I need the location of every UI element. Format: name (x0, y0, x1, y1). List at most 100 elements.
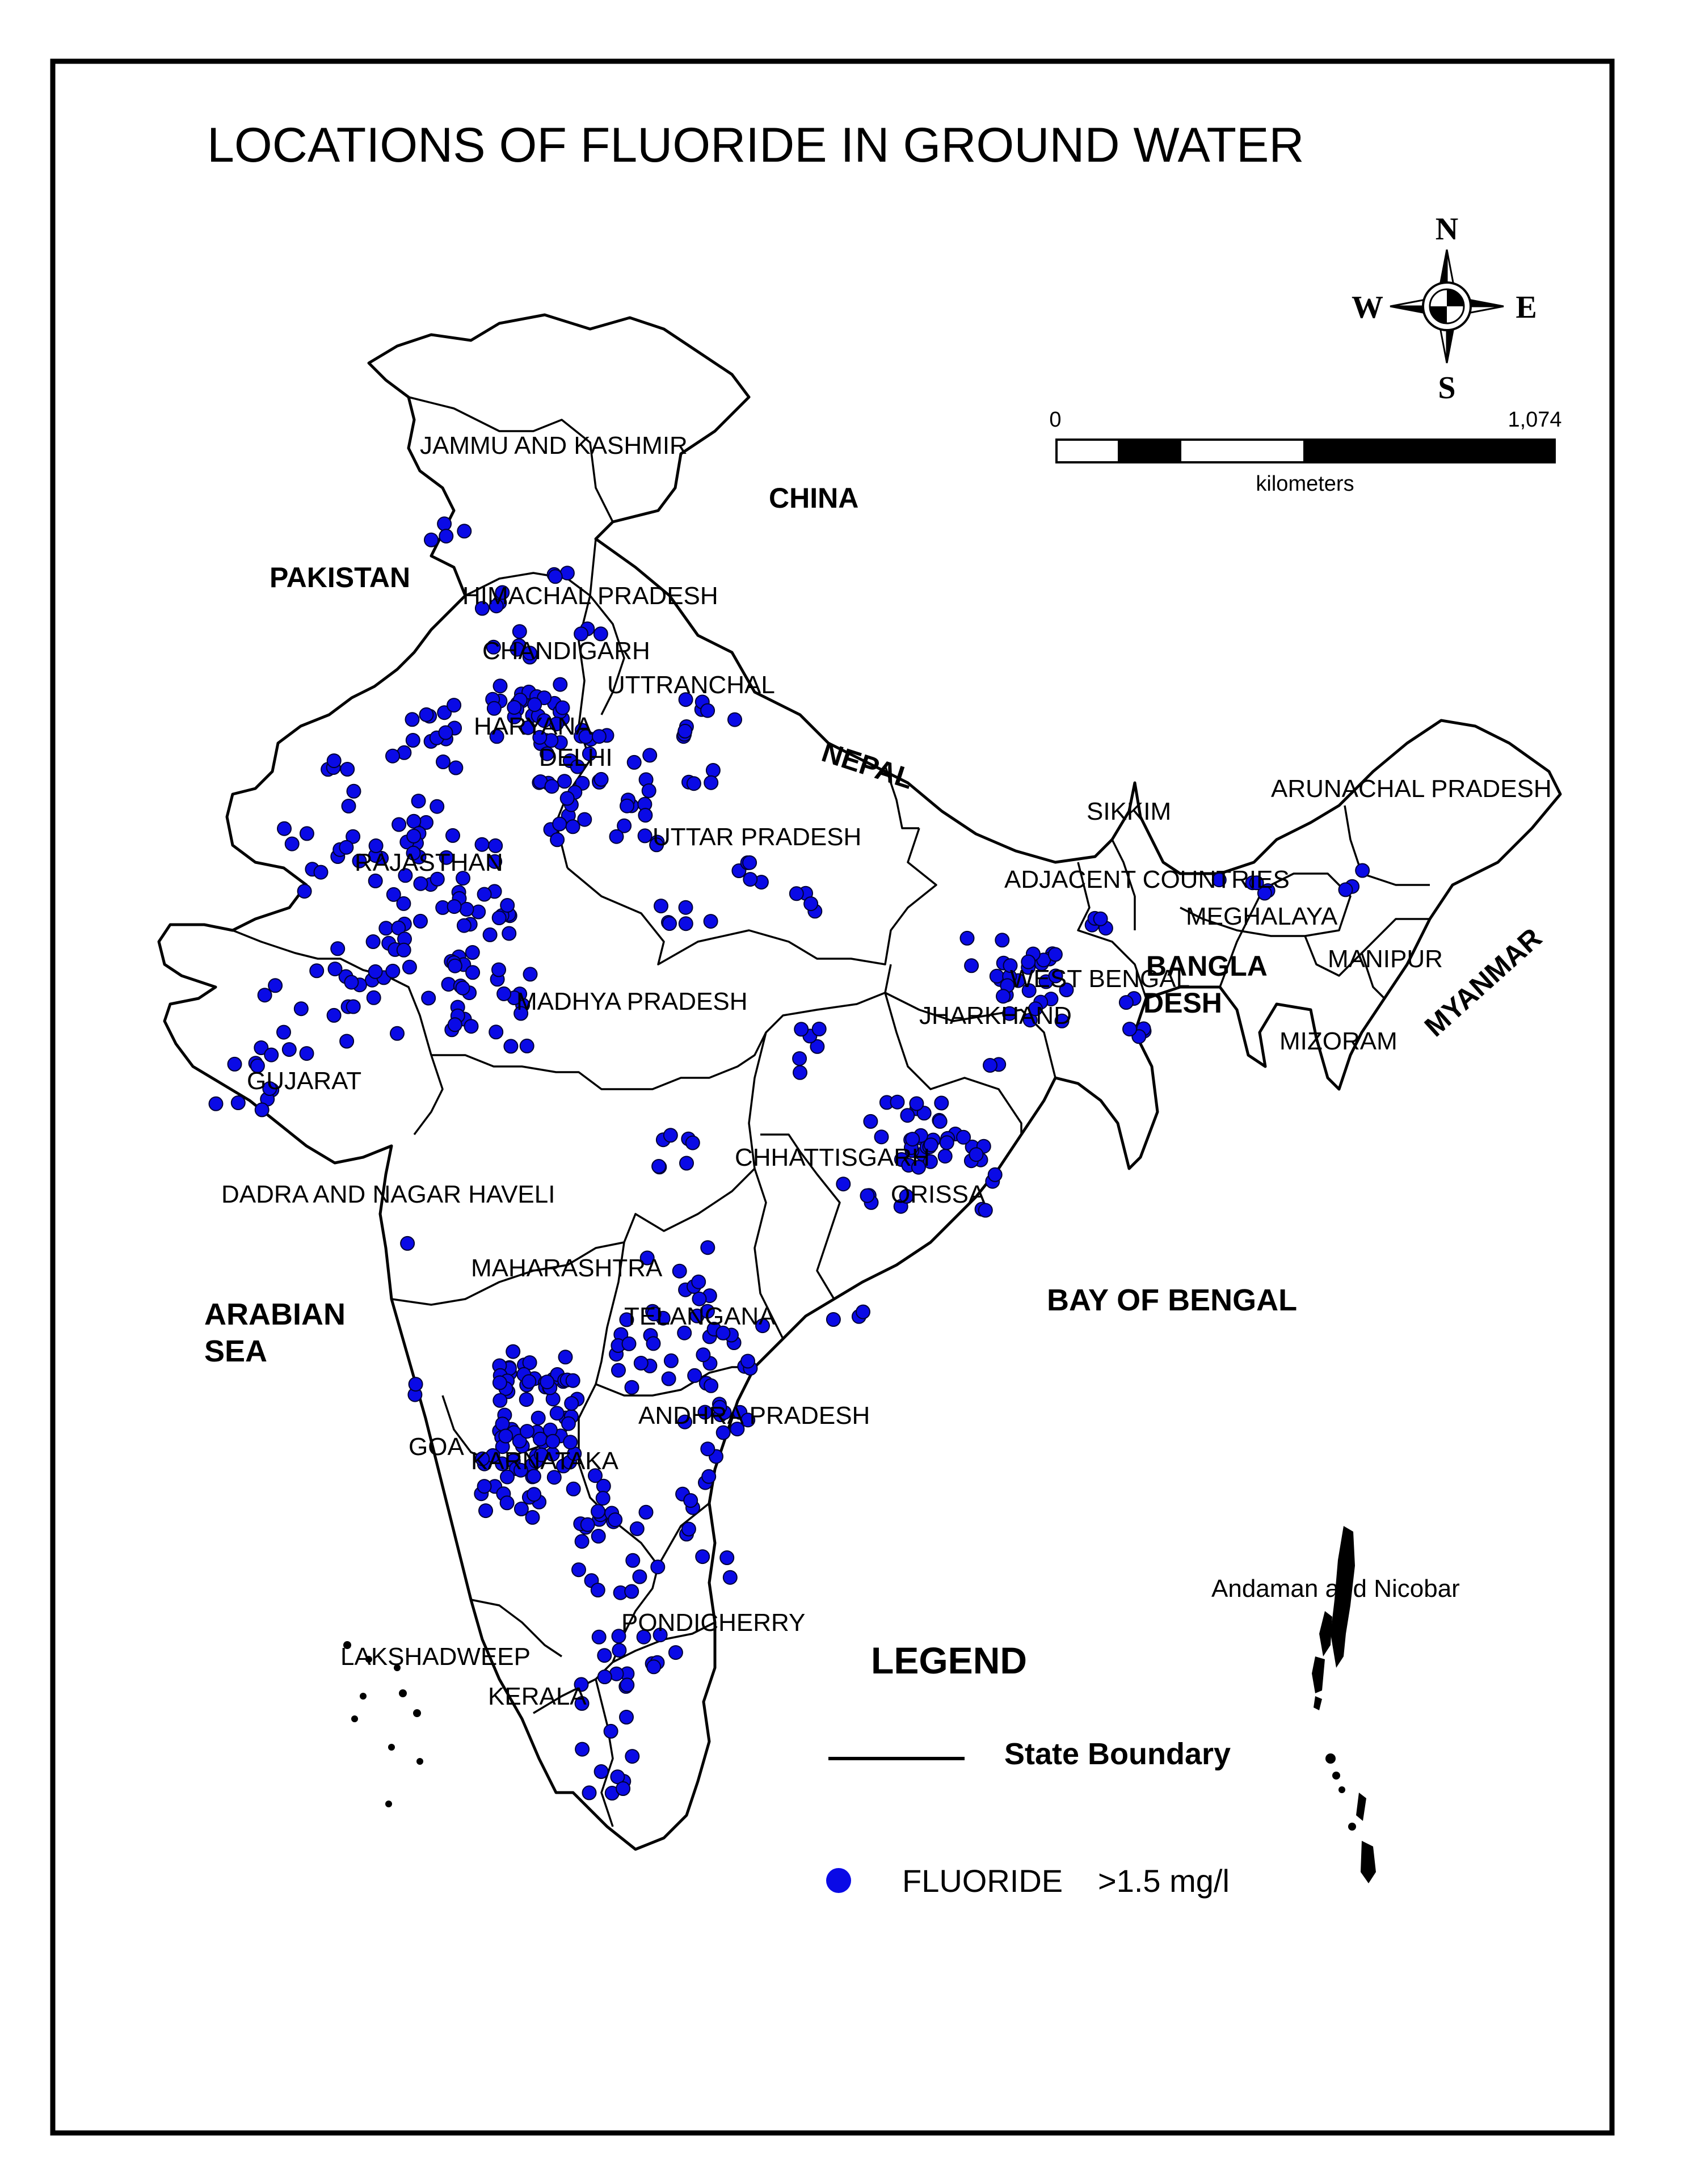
label-telangana: TELANGANA (624, 1302, 776, 1330)
fluoride-point (603, 1723, 618, 1739)
fluoride-point (487, 854, 503, 869)
fluoride-point (794, 1022, 809, 1037)
fluoride-point (563, 1435, 578, 1450)
fluoride-point (465, 965, 481, 980)
fluoride-point (574, 626, 589, 642)
fluoride-point (593, 771, 609, 787)
fluoride-point (1338, 882, 1353, 897)
fluoride-point (430, 799, 445, 814)
fluoride-point (969, 1147, 984, 1162)
label-mizoram: MIZORAM (1279, 1027, 1397, 1055)
fluoride-point (436, 754, 451, 769)
fluoride-point (715, 1425, 731, 1440)
fluoride-point (391, 920, 406, 935)
fluoride-point (597, 1669, 612, 1684)
fluoride-point (559, 791, 575, 806)
state-boundaries (232, 396, 1430, 1827)
fluoride-point (500, 898, 515, 913)
fluoride-point (700, 1441, 715, 1457)
fluoride-point (863, 1114, 878, 1129)
fluoride-point (663, 1353, 679, 1368)
fluoride-point (439, 850, 454, 865)
label-kerala: KERALA (488, 1683, 587, 1710)
fluoride-point (534, 1447, 549, 1462)
fluoride-point (1122, 1022, 1137, 1037)
label-uttar-pradesh: UTTAR PRADESH (653, 823, 861, 851)
fluoride-point (564, 1396, 579, 1411)
fluoride-point (574, 1696, 590, 1711)
fluoride-point (625, 1749, 640, 1764)
fluoride-point (939, 1135, 954, 1150)
fluoride-point (703, 914, 718, 929)
fluoride-point (489, 1024, 504, 1040)
fluoride-point (327, 962, 343, 977)
fluoride-point (792, 1051, 807, 1066)
label-andaman-nicobar: Andaman and Nicobar (1211, 1575, 1460, 1603)
fluoride-point (695, 1549, 710, 1565)
legend-boundary-label: State Boundary (1004, 1737, 1231, 1771)
fluoride-point (330, 941, 346, 956)
fluoride-point (406, 845, 421, 861)
fluoride-point (456, 918, 472, 933)
india-outline (157, 313, 1562, 1851)
fluoride-point (227, 1056, 242, 1072)
fluoride-point (537, 713, 552, 728)
fluoride-point (352, 853, 367, 868)
fluoride-point (715, 1325, 731, 1340)
fluoride-point (616, 1781, 631, 1796)
fluoride-point (430, 871, 445, 887)
fluoride-point (546, 1470, 562, 1485)
fluoride-point (555, 700, 570, 715)
label-himachal-pradesh: HIMACHAL PRADESH (462, 582, 718, 610)
fluoride-point (661, 1371, 676, 1386)
fluoride-point (540, 746, 555, 761)
fluoride-point (677, 1325, 692, 1340)
label-bangladesh-line2: DESH (1143, 987, 1222, 1019)
label-goa: GOA (409, 1433, 464, 1461)
fluoride-point (692, 1291, 707, 1306)
fluoride-point (513, 1462, 528, 1478)
fluoride-point (1054, 1013, 1070, 1028)
label-west-bengal: WEST BENGAL (1010, 965, 1190, 993)
fluoride-point (620, 798, 634, 813)
fluoride-point (386, 887, 401, 902)
fluoride-point (905, 1132, 920, 1147)
fluoride-point (649, 837, 664, 853)
label-pondicherry: PONDICHERRY (621, 1609, 805, 1637)
fluoride-point (611, 1629, 626, 1644)
fluoride-point (437, 705, 452, 720)
label-jharkhand: JHARKHAND (919, 1002, 1072, 1030)
fluoride-point (406, 813, 422, 829)
fluoride-point (937, 1149, 953, 1164)
fluoride-point (510, 642, 525, 657)
fluoride-point (700, 1304, 715, 1319)
fluoride-point (531, 1410, 546, 1426)
fluoride-point (1021, 983, 1037, 998)
fluoride-point (257, 988, 272, 1003)
fluoride-point (704, 775, 719, 790)
fluoride-point (677, 723, 693, 739)
fluoride-point (368, 873, 383, 888)
fluoride-point (495, 585, 510, 600)
fluoride-point (366, 990, 381, 1005)
fluoride-point (755, 1318, 770, 1334)
fluoride-point (856, 1304, 870, 1319)
fluoride-point (491, 962, 506, 977)
label-chhattisgarh: CHHATTISGARH (735, 1144, 930, 1171)
fluoride-point (646, 1306, 662, 1322)
fluoride-point (1059, 983, 1074, 997)
legend-fluoride-threshold: >1.5 mg/l (1098, 1863, 1230, 1899)
fluoride-point (540, 1375, 555, 1390)
label-jammu-kashmir: JAMMU AND KASHMIR (420, 432, 688, 459)
fluoride-point (575, 1742, 590, 1757)
fluoride-point (492, 1393, 508, 1408)
fluoride-point (523, 967, 538, 982)
fluoride-point (636, 1629, 651, 1645)
fluoride-point (995, 933, 1010, 948)
fluoride-point (705, 763, 721, 778)
label-lakshadweep: LAKSHADWEEP (340, 1643, 531, 1671)
fluoride-point (455, 980, 470, 996)
fluoride-point (909, 1096, 924, 1111)
fluoride-point (346, 783, 361, 799)
fluoride-point (1118, 995, 1134, 1010)
